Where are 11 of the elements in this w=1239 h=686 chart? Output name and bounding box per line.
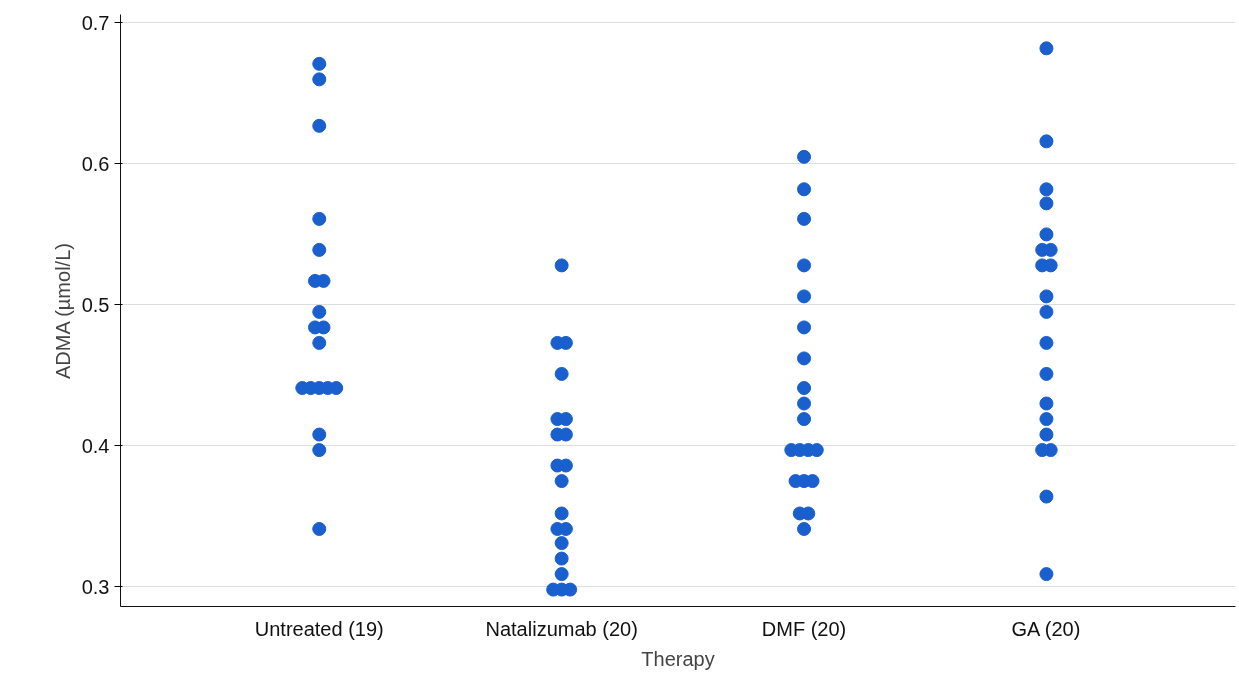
x-tick-label: GA (20) (1011, 617, 1081, 640)
y-tick-label: 0.3 (81, 575, 110, 598)
y-tick-label: 0.7 (81, 11, 110, 34)
y-tick-label: 0.4 (81, 434, 110, 457)
y-tick-label: 0.5 (81, 293, 110, 316)
x-tick-label: DMF (20) (761, 617, 847, 640)
y-tick-label: 0.6 (81, 152, 110, 175)
x-axis-title: Therapy (641, 647, 715, 670)
x-tick-label: Natalizumab (20) (485, 617, 638, 640)
y-axis-title: ADMA (µmol/L) (51, 243, 74, 380)
x-tick-label: Untreated (19) (254, 617, 384, 640)
